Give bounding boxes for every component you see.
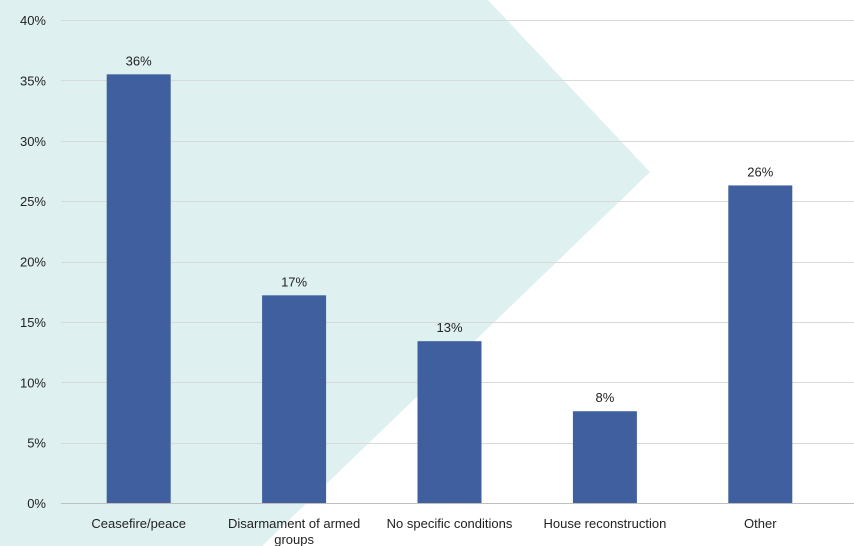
y-axis-tick-labels: 0% 5% 10% 15% 20% 25% 30% 35% 40% <box>20 13 46 511</box>
y-tick-label: 0% <box>27 496 46 511</box>
bars <box>106 74 793 504</box>
y-tick-label: 5% <box>27 436 46 451</box>
bar <box>417 341 482 503</box>
y-tick-label: 30% <box>20 134 46 149</box>
x-category-label: Ceasefire/peace <box>91 516 186 531</box>
x-category-label: Other <box>744 516 777 531</box>
x-axis-category-labels: Ceasefire/peace Disarmament of armed group… <box>91 516 777 546</box>
bar <box>262 295 327 503</box>
data-label: 8% <box>596 390 615 405</box>
x-category-label: House reconstruction <box>543 516 666 531</box>
data-labels: 36% 17% 13% 8% 26% <box>126 53 774 405</box>
data-label: 36% <box>126 53 152 68</box>
bar <box>572 411 637 503</box>
y-tick-label: 10% <box>20 375 46 390</box>
bar <box>106 74 171 504</box>
data-label: 17% <box>281 274 307 289</box>
y-tick-label: 20% <box>20 255 46 270</box>
y-tick-label: 25% <box>20 194 46 209</box>
y-tick-label: 40% <box>20 13 46 28</box>
data-label: 13% <box>436 320 462 335</box>
x-category-label: No specific conditions <box>387 516 513 531</box>
data-label: 26% <box>747 164 773 179</box>
x-category-label: Disarmament of armed groups <box>228 516 360 546</box>
y-tick-label: 35% <box>20 73 46 88</box>
gridlines <box>61 20 854 504</box>
y-tick-label: 15% <box>20 315 46 330</box>
bar <box>728 185 793 504</box>
